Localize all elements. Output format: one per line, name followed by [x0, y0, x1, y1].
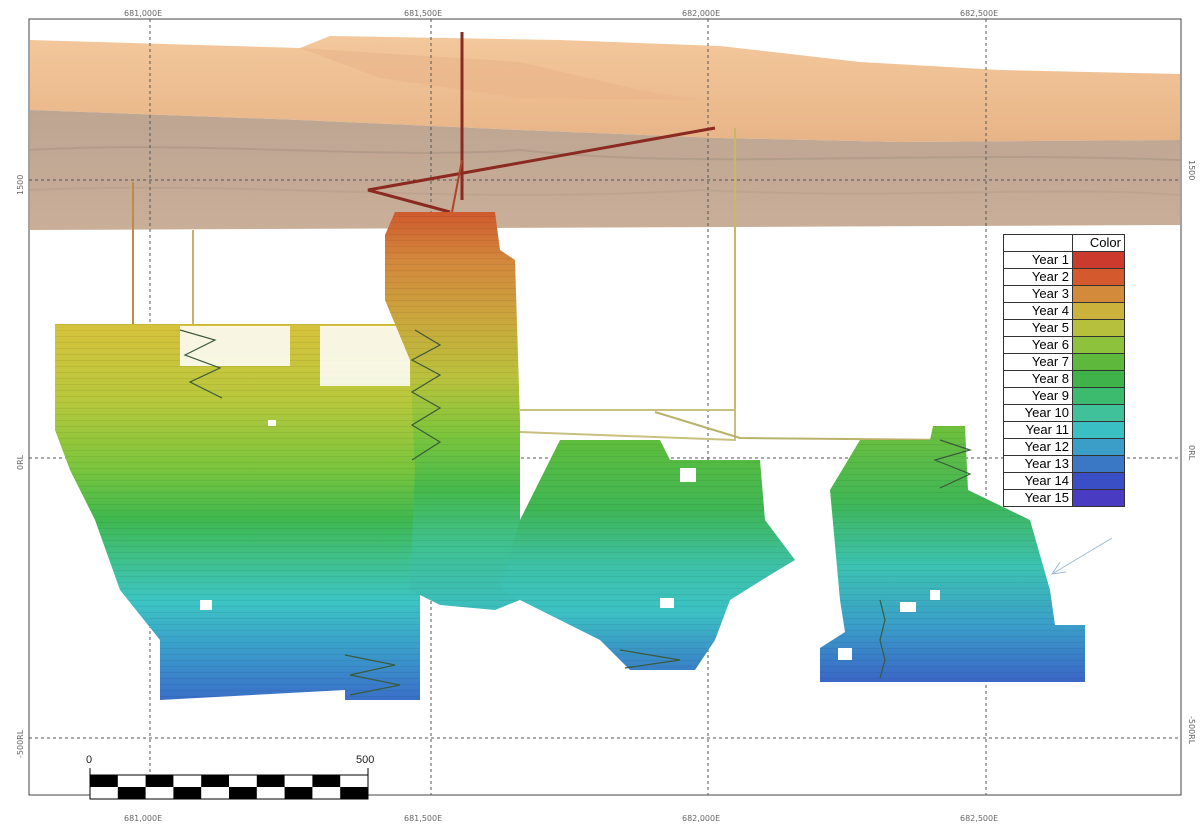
- legend-header-blank: [1003, 234, 1073, 252]
- legend-row: Year 13: [1003, 455, 1125, 473]
- stope-block-east-central: [500, 440, 795, 670]
- legend-year-label: Year 14: [1003, 472, 1073, 490]
- legend-row: Year 14: [1003, 472, 1125, 490]
- legend-year-label: Year 6: [1003, 336, 1073, 354]
- elevation-label: 0RL: [16, 454, 25, 470]
- legend-year-label: Year 15: [1003, 489, 1073, 507]
- scale-bar-segment: [173, 787, 202, 799]
- legend-color-swatch: [1072, 353, 1125, 371]
- legend-color-swatch: [1072, 455, 1125, 473]
- decline-development: [132, 32, 959, 442]
- legend-row: Year 6: [1003, 336, 1125, 354]
- legend-color-swatch: [1072, 421, 1125, 439]
- easting-label: 682,500E: [960, 814, 999, 823]
- legend-year-label: Year 2: [1003, 268, 1073, 286]
- legend-header-color: Color: [1072, 234, 1125, 252]
- legend-header-row: Color: [1003, 234, 1125, 252]
- scale-bar: [89, 768, 369, 800]
- year-color-legend: Color Year 1 Year 2 Year 3 Year 4 Year 5 Year…: [1003, 234, 1125, 507]
- elevation-label: 1500: [16, 174, 25, 195]
- easting-label: 682,000E: [682, 814, 721, 823]
- legend-color-swatch: [1072, 489, 1125, 507]
- legend-year-label: Year 10: [1003, 404, 1073, 422]
- ramp-zigzags: [179, 329, 973, 696]
- legend-row: Year 7: [1003, 353, 1125, 371]
- legend-row: Year 12: [1003, 438, 1125, 456]
- legend-year-label: Year 11: [1003, 421, 1073, 439]
- legend-color-swatch: [1072, 404, 1125, 422]
- legend-color-swatch: [1072, 438, 1125, 456]
- stope-block-central: [385, 212, 520, 610]
- easting-label: 681,000E: [124, 9, 163, 18]
- easting-label: 682,500E: [960, 9, 999, 18]
- legend-row: Year 10: [1003, 404, 1125, 422]
- legend-color-swatch: [1072, 336, 1125, 354]
- scale-bar-segment: [284, 787, 313, 799]
- legend-row: Year 8: [1003, 370, 1125, 388]
- scale-bar-segment: [201, 775, 229, 787]
- terrain-surface: [29, 36, 1181, 230]
- easting-label: 682,000E: [682, 9, 721, 18]
- legend-row: Year 15: [1003, 489, 1125, 507]
- scale-end-label: 500: [356, 754, 375, 766]
- legend-row: Year 4: [1003, 302, 1125, 320]
- legend-year-label: Year 5: [1003, 319, 1073, 337]
- legend-year-label: Year 13: [1003, 455, 1073, 473]
- legend-row: Year 11: [1003, 421, 1125, 439]
- elevation-label: -500RL: [1187, 716, 1196, 745]
- annotation-arrow: [1050, 537, 1113, 575]
- legend-color-swatch: [1072, 302, 1125, 320]
- legend-color-swatch: [1072, 251, 1125, 269]
- legend-row: Year 5: [1003, 319, 1125, 337]
- scale-start-label: 0: [86, 754, 93, 766]
- scale-bar-segment: [117, 787, 146, 799]
- legend-color-swatch: [1072, 370, 1125, 388]
- legend-color-swatch: [1072, 268, 1125, 286]
- elevation-label: 0RL: [1187, 445, 1196, 461]
- legend-year-label: Year 3: [1003, 285, 1073, 303]
- legend-color-swatch: [1072, 387, 1125, 405]
- legend-year-label: Year 1: [1003, 251, 1073, 269]
- stope-block-east: [820, 426, 1085, 682]
- legend-color-swatch: [1072, 472, 1125, 490]
- scale-bar-segment: [90, 775, 118, 787]
- legend-year-label: Year 4: [1003, 302, 1073, 320]
- legend-row: Year 9: [1003, 387, 1125, 405]
- easting-label: 681,000E: [124, 814, 163, 823]
- legend-year-label: Year 8: [1003, 370, 1073, 388]
- scale-bar-segment: [256, 775, 285, 787]
- elevation-label: -500RL: [16, 729, 25, 758]
- elevation-label: 1500: [1187, 160, 1196, 181]
- stope-block-west: [55, 324, 420, 700]
- scale-bar-segment: [145, 775, 174, 787]
- scale-bar-segment: [312, 775, 341, 787]
- scale-bar-segment: [340, 787, 368, 799]
- easting-label: 681,500E: [404, 9, 443, 18]
- legend-row: Year 2: [1003, 268, 1125, 286]
- scale-bar-segment: [229, 787, 257, 799]
- legend-row: Year 1: [1003, 251, 1125, 269]
- legend-year-label: Year 12: [1003, 438, 1073, 456]
- legend-color-swatch: [1072, 319, 1125, 337]
- easting-label: 681,500E: [404, 814, 443, 823]
- legend-year-label: Year 7: [1003, 353, 1073, 371]
- legend-row: Year 3: [1003, 285, 1125, 303]
- legend-year-label: Year 9: [1003, 387, 1073, 405]
- legend-color-swatch: [1072, 285, 1125, 303]
